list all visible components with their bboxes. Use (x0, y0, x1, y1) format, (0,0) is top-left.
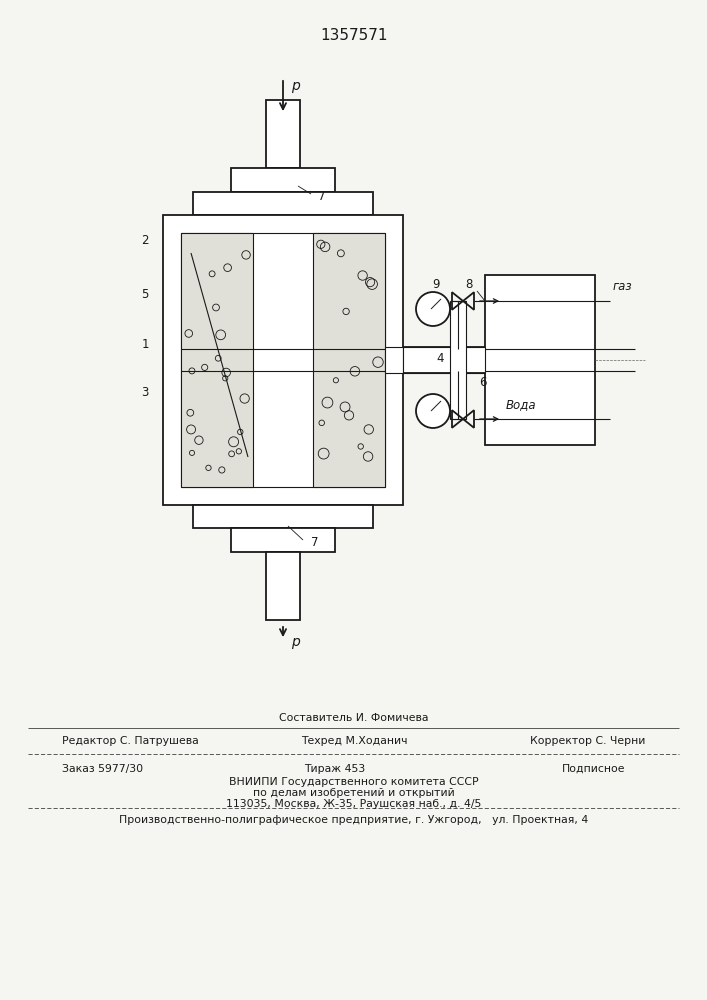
Bar (181, 233, 253, 487)
Text: газ: газ (613, 280, 633, 294)
Bar (181, 233, 385, 487)
Text: Подписное: Подписное (562, 764, 626, 774)
Bar (266, 100, 300, 168)
Bar (193, 192, 373, 215)
Bar (313, 233, 385, 487)
Bar (266, 552, 300, 620)
Text: 1: 1 (141, 338, 149, 351)
Text: 1357571: 1357571 (320, 28, 387, 43)
Bar (450, 301, 466, 419)
Text: Составитель И. Фомичева: Составитель И. Фомичева (279, 713, 428, 723)
Bar (231, 168, 335, 192)
Text: Вода: Вода (506, 398, 537, 412)
Text: Редактор С. Патрушева: Редактор С. Патрушева (62, 736, 199, 746)
Bar (485, 275, 595, 445)
Bar (163, 215, 403, 505)
Text: 8: 8 (465, 278, 473, 292)
Circle shape (416, 292, 450, 326)
Bar (385, 347, 403, 373)
Text: 9: 9 (432, 278, 440, 292)
Text: Техред М.Ходанич: Техред М.Ходанич (300, 736, 407, 746)
Bar (231, 528, 335, 552)
Text: 6: 6 (479, 376, 486, 389)
Text: по делам изобретений и открытий: по делам изобретений и открытий (253, 788, 455, 798)
Text: 5: 5 (141, 288, 149, 302)
Text: Заказ 5977/30: Заказ 5977/30 (62, 764, 143, 774)
Text: Производственно-полиграфическое предприятие, г. Ужгород,   ул. Проектная, 4: Производственно-полиграфическое предприя… (119, 815, 589, 825)
Text: ВНИИПИ Государственного комитета СССР: ВНИИПИ Государственного комитета СССР (229, 777, 479, 787)
Text: p: p (291, 635, 299, 649)
Text: Корректор С. Черни: Корректор С. Черни (530, 736, 645, 746)
Text: Тираж 453: Тираж 453 (305, 764, 366, 774)
Circle shape (416, 394, 450, 428)
Text: 7: 7 (318, 190, 325, 202)
Bar (403, 347, 485, 373)
Text: 3: 3 (141, 386, 149, 399)
Text: p: p (291, 79, 299, 93)
Text: 113035, Москва, Ж-35, Раушская наб., д. 4/5: 113035, Москва, Ж-35, Раушская наб., д. … (226, 799, 481, 809)
Text: 2: 2 (141, 233, 149, 246)
Text: 4: 4 (436, 353, 444, 365)
Text: 7: 7 (311, 536, 318, 550)
Bar (193, 505, 373, 528)
